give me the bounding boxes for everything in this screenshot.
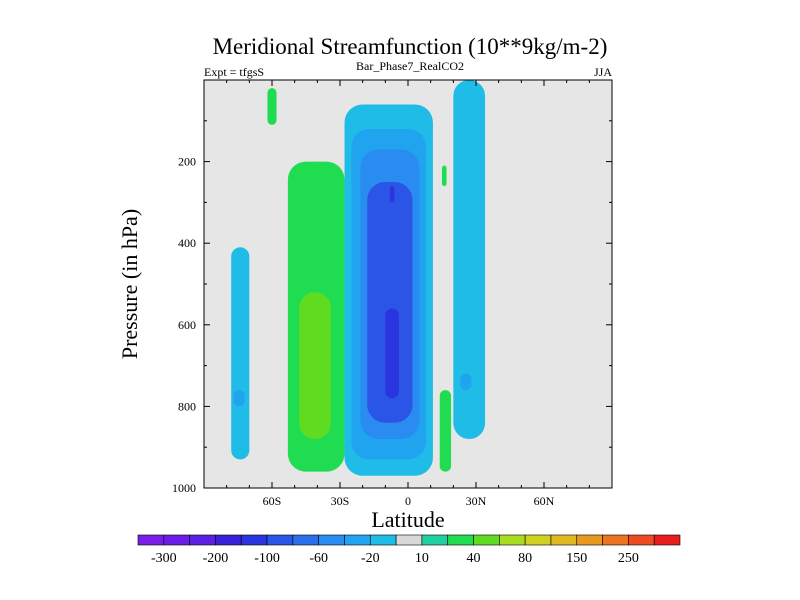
colorbar-swatch	[473, 534, 500, 546]
colorbar-label: 80	[518, 551, 532, 566]
experiment-label: Expt = tfgsS	[204, 65, 264, 79]
colorbar-swatch	[240, 534, 268, 546]
y-tick-label: 400	[178, 236, 196, 250]
colorbar-swatch	[189, 534, 216, 546]
x-tick-label: 60S	[263, 494, 282, 508]
colorbar-swatch	[395, 534, 423, 546]
chart-title: Meridional Streamfunction (10**9kg/m-2)	[213, 34, 608, 59]
colorbar-label: -200	[203, 551, 229, 566]
colorbar-swatch	[318, 534, 345, 546]
contour-region-1	[233, 390, 245, 407]
contour-region-8	[367, 182, 413, 423]
contour-region-13	[453, 80, 486, 440]
colorbar-swatch	[344, 534, 371, 546]
colorbar-swatch	[137, 534, 165, 546]
y-axis-title: Pressure (in hPa)	[117, 209, 142, 359]
colorbar-label: 150	[566, 551, 587, 566]
colorbar-swatch	[628, 534, 655, 546]
contour-region-0	[231, 247, 250, 460]
x-tick-label: 30N	[466, 494, 487, 508]
contour-region-12	[442, 165, 447, 187]
x-axis-ticks: 60S 30S 0 30N 60N	[226, 80, 590, 508]
colorbar-swatch	[266, 534, 294, 546]
colorbar-swatch	[292, 534, 319, 546]
y-tick-label: 1000	[172, 481, 196, 495]
colorbar-swatch	[653, 534, 681, 546]
y-axis-ticks: 200 400 600 800 1000	[172, 120, 612, 495]
contour-region-4	[299, 292, 331, 440]
colorbar-swatch	[499, 534, 526, 546]
colorbar-swatch	[447, 534, 474, 546]
colorbar-swatch	[576, 534, 603, 546]
contour-fills	[231, 80, 486, 476]
y-tick-label: 800	[178, 399, 196, 413]
contour-region-11	[439, 390, 452, 472]
colorbar-label: -300	[151, 551, 177, 566]
colorbar-label: 10	[415, 551, 429, 566]
contour-region-14	[460, 373, 472, 391]
colorbar-swatch	[524, 534, 552, 546]
colorbar-swatch	[421, 534, 449, 546]
colorbar-label: -60	[309, 551, 328, 566]
contour-region-9	[385, 308, 399, 399]
colorbar-swatch	[163, 534, 190, 546]
contour-region-2	[267, 88, 277, 125]
colorbar-label: -100	[254, 551, 280, 566]
colorbar-swatch	[215, 534, 242, 546]
x-tick-label: 30S	[331, 494, 350, 508]
colorbar-label: 250	[618, 551, 639, 566]
x-axis-title: Latitude	[371, 507, 444, 532]
y-tick-label: 600	[178, 318, 196, 332]
colorbar-label: 40	[467, 551, 481, 566]
colorbar-swatch	[602, 534, 629, 546]
colorbar	[137, 534, 681, 546]
contour-region-10	[389, 186, 395, 203]
colorbar-labels: -300 -200 -100 -60 -20 10 40 80 150 250	[151, 551, 639, 566]
x-tick-label: 0	[405, 494, 411, 508]
colorbar-swatch	[550, 534, 578, 546]
season-label: JJA	[594, 65, 612, 79]
colorbar-label: -20	[361, 551, 380, 566]
x-tick-label: 60N	[534, 494, 555, 508]
y-tick-label: 200	[178, 155, 196, 169]
colorbar-swatch	[369, 534, 397, 546]
run-name-label: Bar_Phase7_RealCO2	[356, 59, 464, 73]
